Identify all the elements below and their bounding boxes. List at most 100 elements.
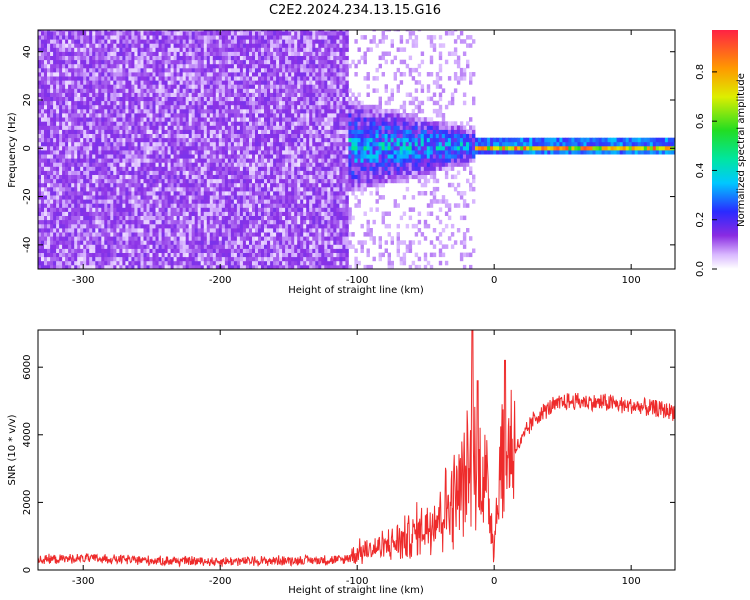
spectrogram-cell — [270, 113, 274, 118]
spectrogram-cell — [158, 191, 162, 196]
spectrogram-cell — [197, 141, 202, 147]
spectrogram-cell — [273, 145, 277, 151]
spectrogram-cell — [128, 260, 132, 266]
spectrogram-cell — [50, 195, 54, 200]
spectrogram-cell — [113, 244, 117, 249]
spectrogram-cell — [200, 219, 205, 225]
spectrogram-cell — [50, 199, 54, 204]
spectrogram-cell — [242, 232, 247, 237]
spectrogram-cell — [146, 92, 150, 97]
spectrogram-cell — [185, 104, 190, 110]
spectrogram-cell — [50, 211, 54, 216]
spectrogram-cell — [249, 113, 253, 118]
spectrogram-cell — [152, 30, 156, 32]
spectrogram-cell — [170, 252, 174, 258]
spectrogram-cell — [221, 104, 226, 110]
spectrogram-cell — [233, 108, 238, 114]
spectrogram-cell — [44, 195, 48, 200]
spectrogram-cell — [134, 51, 138, 56]
spectrogram-cell — [233, 72, 238, 77]
spectrogram-cell — [92, 158, 96, 163]
spectrogram-cell — [53, 67, 57, 73]
spectrogram-cell — [188, 158, 193, 163]
spectrogram-cell — [143, 199, 147, 204]
spectrogram-cell — [227, 92, 232, 97]
spectrogram-cell — [44, 236, 48, 241]
spectrogram-cell — [74, 137, 78, 143]
spectrogram-cell — [236, 236, 241, 241]
spectrogram-cell — [95, 63, 99, 69]
spectrogram-cell — [258, 252, 262, 258]
spectrogram-cell — [95, 104, 99, 110]
spectrogram-cell — [41, 100, 45, 106]
spectrogram-cell — [270, 145, 274, 151]
spectrogram-cell — [146, 76, 150, 81]
spectrogram-cell — [68, 236, 72, 241]
spectrogram-cell — [65, 199, 69, 204]
spectrogram-cell — [188, 108, 193, 114]
spectrogram-cell — [173, 219, 177, 225]
spectrogram-cell — [288, 129, 292, 134]
spectrogram-cell — [167, 108, 171, 114]
spectrogram-cell — [38, 150, 42, 155]
spectrogram-cell — [224, 170, 229, 175]
spectrogram-cell — [113, 125, 117, 130]
spectrogram-cell — [291, 252, 295, 258]
spectrogram-cell — [209, 47, 214, 52]
spectrogram-cell — [191, 215, 196, 221]
spectrogram-cell — [116, 174, 120, 180]
spectrogram-cell — [182, 96, 187, 102]
spectrogram-cell — [86, 92, 90, 97]
spectrogram-cell — [116, 170, 120, 175]
spectrogram-cell — [224, 72, 229, 77]
spectrogram-cell — [221, 166, 226, 171]
spectrogram-cell — [152, 199, 156, 204]
spectrogram-cell — [212, 162, 217, 167]
spectrogram-cell — [245, 203, 250, 208]
spectrogram-cell — [267, 219, 271, 225]
spectrogram-cell — [191, 195, 196, 200]
spectrogram-cell — [119, 170, 123, 175]
spectrogram-cell — [170, 84, 174, 89]
spectrogram-cell — [276, 215, 280, 221]
spectrogram-cell — [74, 223, 78, 229]
spectrogram-cell — [252, 150, 256, 155]
spectrogram-cell — [224, 211, 229, 216]
spectrogram-cell — [173, 170, 177, 175]
spectrogram-cell — [182, 72, 187, 77]
spectrogram-cell — [221, 92, 226, 97]
spectrogram-cell — [188, 154, 193, 159]
spectrogram-cell — [170, 236, 174, 241]
spectrogram-cell — [131, 248, 135, 253]
spectrogram-cell — [122, 191, 126, 196]
spectrogram-cell — [77, 199, 81, 204]
spectrogram-cell — [285, 252, 289, 258]
spectrogram-cell — [227, 125, 232, 130]
spectrogram-cell — [188, 84, 193, 89]
spectrogram-cell — [47, 72, 51, 77]
spectrogram-cell — [218, 88, 223, 93]
spectrogram-cell — [182, 174, 187, 180]
spectrogram-cell — [209, 133, 214, 139]
spectrogram-cell — [128, 92, 132, 97]
spectrogram-cell — [140, 240, 144, 245]
spectrogram-cell — [38, 35, 42, 40]
spectrogram-cell — [209, 88, 214, 93]
spectrogram-cell — [50, 47, 54, 52]
spectrogram-cell — [140, 59, 144, 65]
spectrogram-cell — [53, 150, 57, 155]
spectrogram-cell — [167, 35, 171, 40]
spectrogram-cell — [158, 240, 162, 245]
spectrogram-cell — [50, 30, 54, 32]
spectrogram-cell — [71, 72, 75, 77]
spectrogram-cell — [116, 236, 120, 241]
spectrogram-cell — [282, 129, 286, 134]
spectrogram-cell — [236, 178, 241, 184]
spectrogram-cell — [209, 51, 214, 56]
spectrogram-cell — [288, 133, 292, 139]
spectrogram-cell — [249, 232, 253, 237]
spectrogram-cell — [242, 133, 247, 139]
spectrogram-cell — [173, 88, 177, 93]
spectrogram-cell — [47, 141, 51, 147]
spectrogram-cell — [44, 199, 48, 204]
